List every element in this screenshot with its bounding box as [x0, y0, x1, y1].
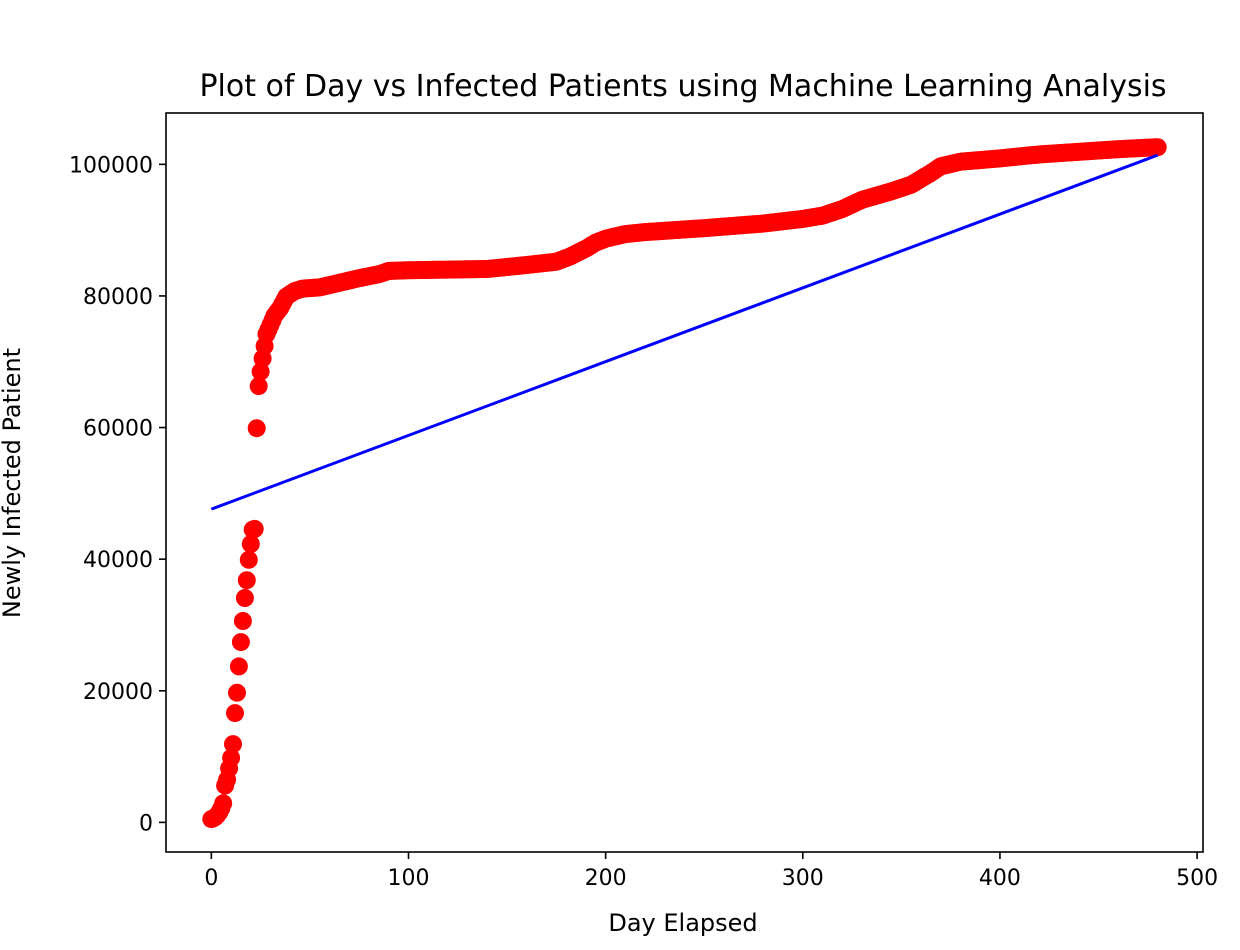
x-axis: 0 100 200 300 400 500 [204, 852, 1218, 891]
data-point [214, 794, 233, 813]
data-point [235, 589, 254, 607]
data-point [239, 550, 258, 569]
x-tick-label: 0 [204, 866, 218, 891]
data-point [241, 535, 260, 553]
data-point [222, 748, 241, 767]
x-tick-label: 200 [585, 866, 627, 891]
y-axis-label: Newly Infected Patient [0, 348, 26, 618]
x-tick-label: 400 [979, 866, 1021, 891]
data-point [237, 571, 256, 590]
data-point [245, 519, 264, 538]
data-point [231, 633, 250, 652]
data-point [233, 612, 252, 630]
plot-area [202, 138, 1167, 829]
axes-frame [165, 112, 1204, 853]
x-axis-label: Day Elapsed [608, 909, 757, 937]
x-tick-label: 500 [1176, 866, 1218, 891]
y-axis: 0 20000 40000 60000 80000 100000 [69, 153, 166, 836]
y-tick-label: 80000 [83, 285, 153, 310]
data-point [224, 735, 242, 754]
x-tick-label: 300 [782, 866, 824, 891]
data-point [247, 419, 266, 438]
data-point [1148, 138, 1167, 157]
fit-line [210, 153, 1159, 511]
data-point [229, 657, 248, 676]
y-tick-label: 40000 [83, 548, 153, 573]
y-tick-label: 100000 [69, 153, 153, 178]
data-point [249, 377, 268, 396]
y-tick-label: 20000 [83, 680, 153, 705]
y-tick-label: 60000 [83, 417, 153, 442]
y-tick-label: 0 [139, 811, 153, 836]
chart-title: Plot of Day vs Infected Patients using M… [199, 69, 1166, 104]
x-tick-label: 100 [387, 866, 429, 891]
data-point [226, 704, 244, 723]
data-point [228, 683, 246, 702]
